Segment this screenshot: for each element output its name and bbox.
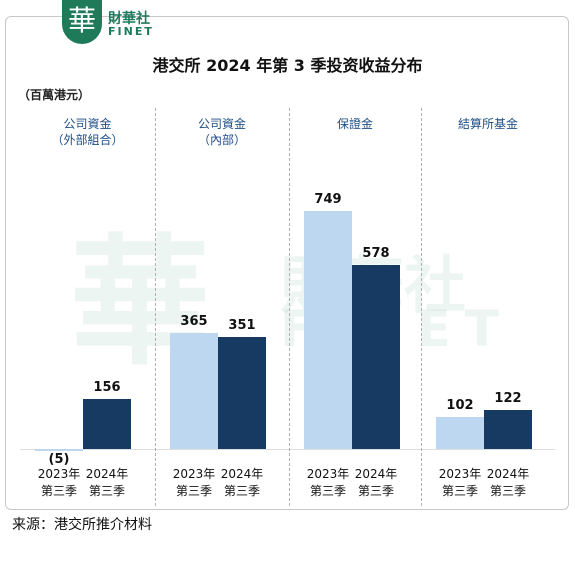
x-tick-label: 2024年 第三季 [354, 467, 398, 498]
chart-title: 港交所 2024 年第 3 季投资收益分布 [152, 56, 423, 75]
bar [352, 265, 400, 449]
baseline [20, 449, 555, 450]
panel-divider [289, 108, 290, 506]
bar [170, 332, 218, 449]
bar [218, 337, 266, 449]
value-label: 578 [362, 246, 390, 262]
category-label: 公司資金 （外部組合） [51, 117, 124, 147]
x-tick-label: 2023年 第三季 [306, 467, 350, 498]
frame [5, 16, 569, 510]
logo-sub: FINET [108, 25, 154, 38]
bar [83, 399, 131, 449]
category-label: 公司資金 （內部） [197, 117, 246, 147]
x-tick-label: 2024年 第三季 [85, 467, 129, 498]
category-label: 結算所基金 [457, 117, 518, 131]
value-label: 749 [314, 191, 342, 207]
panel-divider [155, 108, 156, 506]
source: 来源：港交所推介材料 [12, 517, 152, 533]
bar [484, 410, 532, 449]
unit-label: （百萬港元） [18, 88, 91, 102]
value-label: 102 [446, 397, 474, 413]
value-label: 365 [180, 313, 208, 329]
bar [436, 416, 484, 449]
value-label: 156 [93, 380, 121, 396]
x-tick-label: 2023年 第三季 [172, 467, 216, 498]
bar [35, 449, 83, 451]
category-label: 保證金 [336, 117, 373, 131]
x-tick-label: 2023年 第三季 [438, 467, 482, 498]
x-tick-label: 2023年 第三季 [37, 467, 81, 498]
x-tick-label: 2024年 第三季 [220, 467, 264, 498]
logo-mark: 華 [62, 0, 102, 44]
panel-divider [421, 108, 422, 506]
value-label: 122 [494, 391, 522, 407]
logo-name: 財華社 [108, 11, 150, 27]
value-label: 351 [228, 318, 256, 334]
bar [304, 210, 352, 449]
value-label: (5) [48, 452, 70, 467]
x-tick-label: 2024年 第三季 [486, 467, 530, 498]
